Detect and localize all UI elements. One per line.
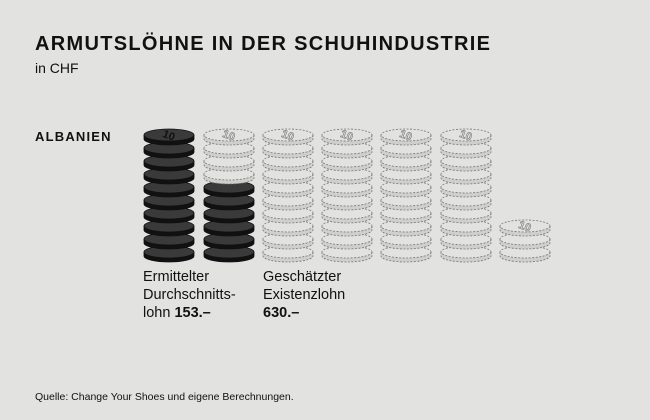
coin-icon bbox=[440, 167, 492, 185]
coin-icon: 10 bbox=[440, 128, 492, 146]
coin-icon bbox=[380, 193, 432, 211]
coin-icon bbox=[380, 245, 432, 263]
coin-icon bbox=[321, 219, 373, 237]
coin-icon bbox=[143, 232, 195, 250]
coin-icon: 10 bbox=[380, 128, 432, 146]
coin-icon bbox=[203, 141, 255, 159]
coin-icon bbox=[321, 167, 373, 185]
coin-icon bbox=[380, 141, 432, 159]
living-label-line1: Geschätzter bbox=[263, 269, 342, 285]
average-label-line2: Durchschnitts- bbox=[143, 287, 236, 303]
coin-icon bbox=[262, 232, 314, 250]
coin-value-glyph: 10 bbox=[221, 128, 237, 143]
coin-icon bbox=[143, 206, 195, 224]
coin-icon bbox=[262, 245, 314, 263]
coin-icon bbox=[143, 193, 195, 211]
coin-icon bbox=[440, 154, 492, 172]
coin-icon bbox=[321, 193, 373, 211]
coin-icon bbox=[143, 219, 195, 237]
coin-icon bbox=[321, 180, 373, 198]
average-wage-label: Ermittelter Durchschnitts- lohn 153.– bbox=[143, 268, 236, 322]
coin-icon bbox=[262, 167, 314, 185]
coin-icon bbox=[440, 180, 492, 198]
coin-icon: 10 bbox=[143, 128, 195, 146]
coin-icon bbox=[203, 232, 255, 250]
living-wage-label: Geschätzter Existenzlohn 630.– bbox=[263, 268, 345, 322]
country-label: ALBANIEN bbox=[35, 129, 112, 144]
coin-icon bbox=[203, 193, 255, 211]
coin-icon bbox=[440, 141, 492, 159]
coin-icon bbox=[203, 154, 255, 172]
coin-icon bbox=[321, 141, 373, 159]
average-wage-value: 153.– bbox=[174, 305, 211, 321]
coin-icon bbox=[499, 245, 551, 263]
coin-value-glyph: 10 bbox=[161, 128, 177, 143]
coin-icon: 10 bbox=[203, 128, 255, 146]
coin-icon bbox=[321, 154, 373, 172]
coin-icon bbox=[380, 206, 432, 224]
source-note: Quelle: Change Your Shoes und eigene Ber… bbox=[35, 391, 294, 403]
coin-icon bbox=[380, 154, 432, 172]
coin-value-glyph: 10 bbox=[398, 128, 414, 143]
coin-icon bbox=[380, 219, 432, 237]
coin-icon bbox=[380, 232, 432, 250]
coin-icon: 10 bbox=[262, 128, 314, 146]
chart-title: ARMUTSLÖHNE IN DER SCHUHINDUSTRIE bbox=[35, 33, 492, 55]
coin-icon bbox=[203, 219, 255, 237]
coin-icon bbox=[203, 245, 255, 263]
living-label-line2: Existenzlohn bbox=[263, 287, 346, 303]
coin-value-glyph: 10 bbox=[517, 219, 533, 234]
coin-icon bbox=[440, 193, 492, 211]
coin-icon bbox=[440, 219, 492, 237]
coin-icon bbox=[262, 206, 314, 224]
coin-icon bbox=[380, 167, 432, 185]
coin-icon bbox=[143, 180, 195, 198]
coin-icon bbox=[440, 206, 492, 224]
average-label-line1: Ermittelter bbox=[143, 269, 210, 285]
coin-icon bbox=[203, 167, 255, 185]
coin-icon bbox=[262, 154, 314, 172]
chart-subtitle: in CHF bbox=[35, 60, 79, 76]
coin-value-glyph: 10 bbox=[339, 128, 355, 143]
coin-icon bbox=[321, 245, 373, 263]
average-label-line3: lohn 153.– bbox=[143, 304, 236, 322]
coin-icon bbox=[262, 219, 314, 237]
average-label-prefix: lohn bbox=[143, 305, 175, 321]
coin-icon bbox=[262, 180, 314, 198]
coin-icon bbox=[440, 232, 492, 250]
coin-icon bbox=[143, 167, 195, 185]
coin-value-glyph: 10 bbox=[280, 128, 296, 143]
living-wage-value: 630.– bbox=[263, 305, 300, 321]
coin-icon: 10 bbox=[499, 219, 551, 237]
coin-icon bbox=[262, 193, 314, 211]
coin-icon bbox=[499, 232, 551, 250]
coin-icon: 10 bbox=[321, 128, 373, 146]
coin-icon bbox=[380, 180, 432, 198]
coin-icon bbox=[203, 206, 255, 224]
coin-icon bbox=[321, 232, 373, 250]
coin-icon bbox=[321, 206, 373, 224]
coin-value-glyph: 10 bbox=[458, 128, 474, 143]
coin-icon bbox=[262, 141, 314, 159]
coin-icon bbox=[440, 245, 492, 263]
